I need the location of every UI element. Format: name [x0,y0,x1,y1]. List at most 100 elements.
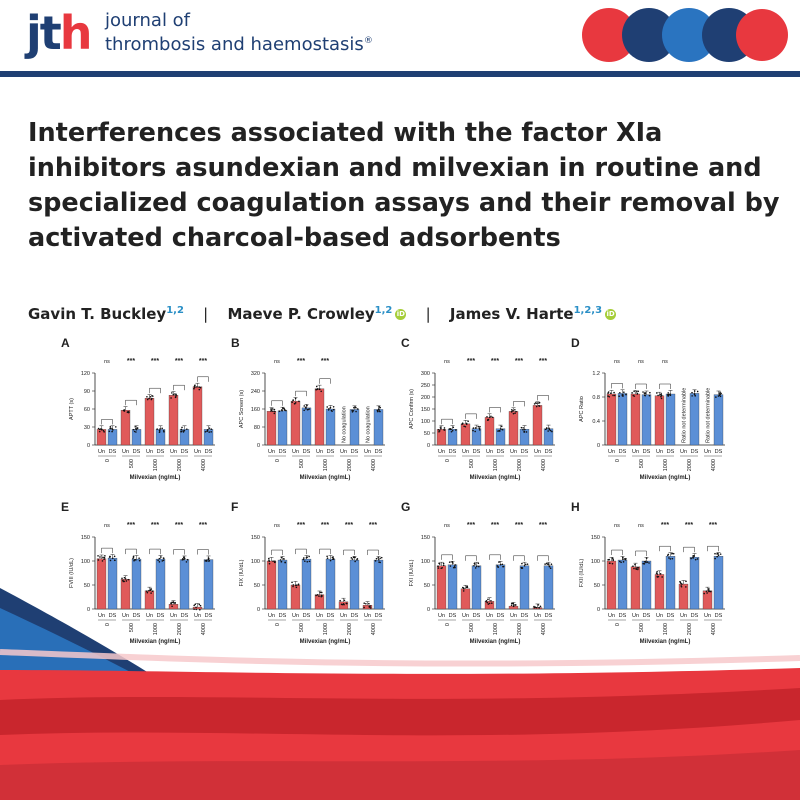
group-label: DS [351,449,359,455]
data-point [162,557,165,559]
data-point [477,562,480,565]
data-point [478,565,480,568]
data-point [100,428,102,430]
data-point [136,427,139,430]
data-point [656,573,659,575]
group-label: DS [375,613,383,619]
group-label: DS [109,449,117,455]
chart-panel-C: C 0 50 100 150 200 250 300 APC Confirm (s) Un DS 0 n… [401,336,555,481]
data-point [113,559,116,562]
group-label: DS [327,449,335,455]
x-tick-label: 1000 [153,459,159,471]
orcid-icon[interactable]: iD [395,309,407,320]
data-point [297,583,300,585]
group-label: DS [109,613,117,619]
data-point [356,559,358,561]
data-point [717,395,720,397]
bar-un [606,393,617,446]
data-point [175,395,177,398]
data-point [442,564,445,567]
data-point [292,585,294,588]
x-tick-label: 4000 [541,459,547,471]
data-point [294,397,297,400]
data-point [158,557,161,560]
data-point [625,393,627,396]
data-point [122,580,125,583]
significance-label: ns [638,359,644,365]
significance-label: *** [467,358,475,365]
significance-bracket [173,549,185,555]
y-tick-label: 100 [421,419,430,425]
significance-bracket [537,395,549,401]
data-point [719,393,722,395]
data-point [205,559,208,562]
x-tick-label: 0 [105,459,111,462]
group-label: Un [486,613,493,619]
data-point [451,429,454,432]
data-point [454,564,457,566]
author-list: Gavin T. Buckley1,2 | Maeve P. Crowley1,… [28,305,788,323]
data-point [499,430,501,432]
data-point [109,425,112,428]
y-tick-label: 160 [251,407,260,413]
data-point [162,559,165,562]
x-axis-label: Milvexian (ng/mL) [640,475,691,481]
significance-label: ns [662,359,668,365]
group-label: Un [656,449,663,455]
significance-bracket [441,418,453,425]
data-point [608,395,611,398]
significance-label: ns [614,359,620,365]
data-point [195,608,198,611]
significance-label: *** [539,358,547,365]
data-point [295,584,298,586]
data-point [146,591,149,594]
data-point [329,559,332,562]
data-point [632,565,634,568]
data-point [609,392,612,395]
y-tick-label: 0 [427,443,430,449]
data-point [637,566,640,569]
y-tick-label: 150 [251,535,260,541]
data-point [292,584,295,586]
data-point [146,396,148,398]
data-point [521,567,524,569]
x-tick-label: 0 [445,459,451,462]
data-point [124,578,127,580]
x-axis-label: Milvexian (ng/mL) [130,475,181,481]
data-point [523,565,526,567]
data-point [442,562,445,565]
data-point [656,570,658,573]
data-point [134,425,137,428]
data-point [467,420,469,423]
data-point [210,428,213,430]
group-label: DS [715,613,723,619]
data-point [609,562,611,564]
data-point [363,606,365,609]
bar-ds [325,408,336,446]
data-point [375,557,378,560]
data-point [135,428,138,431]
data-point [551,430,553,433]
panel-letter: F [231,500,238,514]
orcid-icon[interactable]: iD [605,309,617,320]
group-label: Un [268,449,275,455]
missing-data-annotation: Ratio not determinable [706,388,712,443]
bar-ds [665,393,676,446]
logo-text-a: jt [26,6,62,60]
data-point [274,560,276,562]
data-point [284,561,286,564]
y-tick-label: 200 [421,395,430,401]
data-point [377,556,380,559]
y-axis-label: APC Screen (s) [239,390,245,428]
data-point [696,558,699,560]
data-point [272,560,274,562]
data-point [501,428,503,431]
group-label: DS [497,449,505,455]
group-label: Un [704,613,711,619]
bar-ds [373,559,384,610]
x-tick-label: 500 [639,459,645,468]
y-tick-label: 100 [591,559,600,565]
data-point [158,561,161,563]
data-point [692,556,694,559]
